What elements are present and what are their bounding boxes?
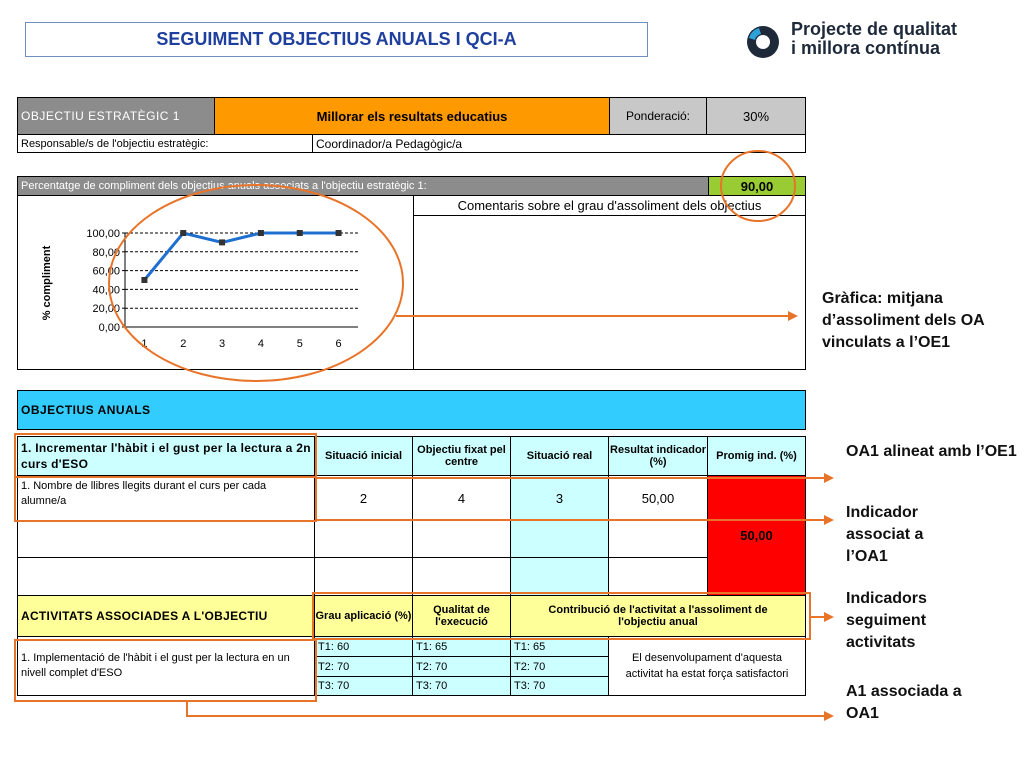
quality-t2: T2: 70	[412, 656, 511, 677]
y-tick-label: 40,00	[92, 284, 120, 296]
circle-logo-icon	[747, 26, 779, 58]
activity-comment: El desenvolupament d'aquesta activitat h…	[608, 636, 806, 696]
avg-value: 50,00	[707, 475, 806, 596]
arrow-head	[824, 711, 834, 721]
logo-line-1: Projecte de qualitat	[791, 19, 958, 39]
empty-cell	[17, 557, 315, 596]
compliance-value: 90,00	[708, 176, 806, 196]
activity-indicators-annotation: Indicadors seguiment activitats	[846, 590, 927, 651]
empty-cell	[412, 520, 511, 558]
x-tick-label: 1	[141, 338, 147, 350]
third-t1: T1: 65	[510, 636, 609, 657]
col-target: Objectiu fixat pel centre	[412, 436, 511, 476]
y-tick-label: 100,00	[86, 228, 120, 240]
logo-text: Projecte de qualitat i millora contínua	[791, 20, 957, 58]
activities-section-label: ACTIVITATS ASSOCIADES A L'OBJECTIU	[17, 595, 315, 637]
annual-section-label: OBJECTIUS ANUALS	[17, 390, 806, 430]
arrow-head	[824, 612, 834, 622]
empty-cell	[510, 520, 609, 558]
page-title: SEGUIMENT OBJECTIUS ANUALS I QCI-A	[25, 22, 648, 57]
annual-objective-title: 1. Incrementar l'hàbit i el gust per la …	[17, 436, 315, 476]
weight-label: Ponderació:	[609, 97, 707, 135]
col-quality: Qualitat de l'execució	[412, 595, 511, 637]
grade-t1: T1: 60	[314, 636, 413, 657]
compliance-label: Percentatge de compliment dels objectius…	[17, 176, 709, 196]
result-value: 50,00	[608, 475, 708, 521]
empty-cell	[314, 520, 413, 558]
y-tick-label: 0,00	[99, 322, 120, 334]
comments-box	[413, 195, 806, 370]
responsible-value: Coordinador/a Pedagògic/a	[312, 134, 806, 153]
weight-value: 30%	[706, 97, 806, 135]
data-point	[219, 239, 226, 246]
objective-label: OBJECTIU ESTRATÈGIC 1	[17, 97, 215, 135]
col-avg: Promig ind. (%)	[707, 436, 806, 476]
empty-cell	[608, 520, 708, 558]
grade-t2: T2: 70	[314, 656, 413, 677]
grade-t3: T3: 70	[314, 676, 413, 696]
activity-text: 1. Implementació de l'hàbit i el gust pe…	[17, 636, 315, 696]
target-value: 4	[412, 475, 511, 521]
chart-annotation: Gràfica: mitjana d’assoliment dels OA vi…	[822, 290, 985, 351]
logo-line-2: i millora contínua	[791, 38, 941, 58]
arrow-head	[824, 473, 834, 483]
comments-label: Comentaris sobre el grau d'assoliment de…	[413, 196, 806, 216]
x-tick-label: 4	[258, 338, 264, 350]
responsible-label: Responsable/s de l'objectiu estratègic:	[17, 134, 313, 153]
quality-t1: T1: 65	[412, 636, 511, 657]
oa-annotation: OA1 alineat amb l’OE1	[846, 443, 1017, 460]
col-grade: Grau aplicació (%)	[314, 595, 413, 637]
arrow-line	[186, 701, 826, 717]
data-point	[296, 230, 303, 236]
x-tick-label: 2	[180, 338, 186, 350]
empty-cell	[510, 557, 609, 596]
third-t2: T2: 70	[510, 656, 609, 677]
real-value: 3	[510, 475, 609, 521]
series-line	[143, 231, 339, 281]
indicator-text: 1. Nombre de llibres llegits durant el c…	[17, 475, 315, 521]
empty-cell	[314, 557, 413, 596]
x-tick-label: 3	[219, 338, 225, 350]
third-t3: T3: 70	[510, 676, 609, 696]
col-result: Resultat indicador (%)	[608, 436, 708, 476]
empty-cell	[17, 520, 315, 558]
col-real: Situació real	[510, 436, 609, 476]
compliance-chart: 0,00 20,00 40,00 60,00 80,00 100,00 1 2 3 4 5 6 % co…	[41, 228, 358, 350]
quality-t3: T3: 70	[412, 676, 511, 696]
data-point	[257, 230, 264, 236]
logo: Projecte de qualitat i millora contínua	[745, 18, 1015, 68]
initial-value: 2	[314, 475, 413, 521]
y-tick-label: 80,00	[92, 247, 120, 259]
col-contribution: Contribució de l'activitat a l'assolimen…	[510, 595, 806, 637]
x-tick-label: 6	[336, 338, 342, 350]
x-tick-label: 5	[297, 338, 303, 350]
y-tick-label: 20,00	[92, 303, 120, 315]
objective-name: Millorar els resultats educatius	[214, 97, 610, 135]
arrow-head	[824, 515, 834, 525]
activity-annotation: A1 associada a OA1	[846, 683, 962, 722]
empty-cell	[412, 557, 511, 596]
y-tick-label: 60,00	[92, 266, 120, 278]
y-axis-label: % compliment	[41, 245, 53, 320]
data-point	[335, 230, 342, 236]
empty-cell	[608, 557, 708, 596]
col-initial: Situació inicial	[314, 436, 413, 476]
data-point	[180, 230, 187, 236]
data-point	[141, 277, 148, 283]
indicator-annotation: Indicador associat a l’OA1	[846, 504, 924, 565]
